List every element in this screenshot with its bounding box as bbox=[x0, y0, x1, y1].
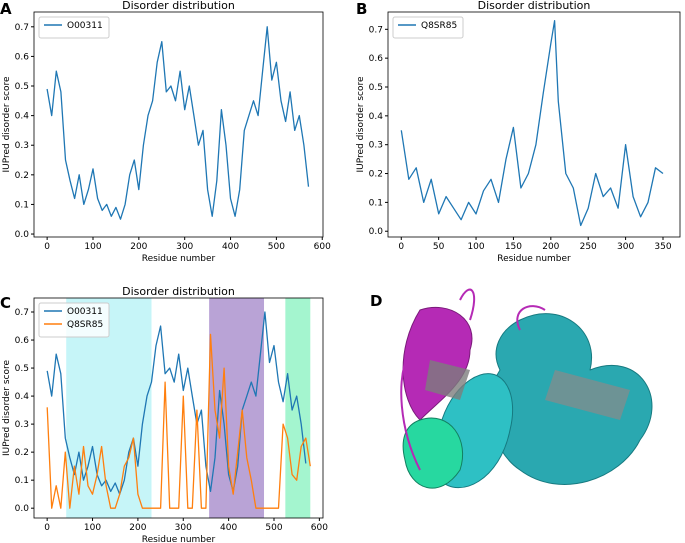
plot-frame bbox=[33, 297, 324, 519]
loops bbox=[400, 288, 546, 471]
chart-title: Disorder distribution bbox=[122, 285, 235, 298]
x-tick-label: 400 bbox=[220, 523, 237, 533]
y-tick-label: 0.0 bbox=[369, 227, 384, 237]
y-tick-label: 0.6 bbox=[15, 52, 30, 62]
y-axis-label: IUPred disorder score bbox=[2, 360, 12, 457]
y-tick-label: 0.4 bbox=[15, 392, 30, 402]
x-tick-label: 100 bbox=[467, 242, 484, 252]
y-tick-label: 0.2 bbox=[15, 171, 29, 181]
y-tick-label: 0.3 bbox=[15, 420, 29, 430]
x-tick-label: 50 bbox=[433, 242, 445, 252]
x-axis-label: Residue number bbox=[142, 535, 216, 543]
y-tick-label: 0.5 bbox=[15, 364, 29, 374]
plot-frame bbox=[33, 11, 324, 238]
series-line bbox=[46, 333, 311, 509]
y-tick-label: 0.4 bbox=[369, 112, 384, 122]
plot-frame bbox=[387, 11, 681, 238]
panel-label: B bbox=[356, 0, 367, 18]
y-tick-label: 0.7 bbox=[15, 308, 29, 318]
x-tick-label: 0 bbox=[398, 242, 404, 252]
y-tick-label: 0.7 bbox=[15, 23, 29, 33]
y-tick-label: 0.1 bbox=[15, 476, 29, 486]
y-tick-label: 0.2 bbox=[369, 170, 383, 180]
protein-structure bbox=[400, 288, 653, 489]
x-tick-label: 200 bbox=[130, 242, 147, 252]
x-tick-label: 600 bbox=[314, 242, 331, 252]
domain-green bbox=[402, 417, 464, 489]
y-tick-label: 0.6 bbox=[369, 54, 384, 64]
x-tick-label: 500 bbox=[265, 523, 282, 533]
panel-label: A bbox=[0, 0, 12, 18]
y-tick-label: 0.4 bbox=[15, 112, 30, 122]
y-tick-label: 0.2 bbox=[15, 448, 29, 458]
x-tick-label: 300 bbox=[175, 523, 192, 533]
y-axis-label: IUPred disorder score bbox=[356, 76, 366, 173]
chart-title: Disorder distribution bbox=[122, 0, 235, 12]
x-tick-label: 250 bbox=[580, 242, 597, 252]
legend-label: O00311 bbox=[67, 307, 103, 317]
y-tick-label: 0.0 bbox=[15, 504, 30, 514]
legend-label: Q8SR85 bbox=[421, 21, 457, 31]
x-tick-label: 100 bbox=[84, 242, 101, 252]
y-axis-label: IUPred disorder score bbox=[2, 76, 12, 173]
chart-title: Disorder distribution bbox=[478, 0, 591, 12]
legend-label: Q8SR85 bbox=[67, 320, 103, 330]
y-tick-label: 0.7 bbox=[369, 25, 383, 35]
series-line bbox=[46, 311, 307, 495]
x-tick-label: 200 bbox=[129, 523, 146, 533]
y-tick-label: 0.1 bbox=[15, 200, 29, 210]
x-tick-label: 300 bbox=[176, 242, 193, 252]
x-tick-label: 150 bbox=[505, 242, 522, 252]
legend-box bbox=[38, 16, 110, 39]
x-tick-label: 0 bbox=[44, 523, 50, 533]
series-line bbox=[46, 26, 310, 220]
legend-label: O00311 bbox=[67, 21, 103, 31]
gray-helix bbox=[425, 360, 470, 400]
y-tick-label: 0.6 bbox=[15, 336, 30, 346]
x-tick-label: 300 bbox=[617, 242, 634, 252]
y-tick-label: 0.0 bbox=[15, 230, 30, 240]
x-axis-label: Residue number bbox=[142, 254, 216, 264]
x-tick-label: 0 bbox=[44, 242, 50, 252]
y-tick-label: 0.5 bbox=[369, 83, 383, 93]
highlight-span bbox=[209, 298, 265, 518]
x-tick-label: 100 bbox=[84, 523, 101, 533]
x-tick-label: 200 bbox=[542, 242, 559, 252]
panel-label: D bbox=[370, 292, 382, 310]
legend-box bbox=[392, 16, 464, 39]
x-tick-label: 500 bbox=[268, 242, 285, 252]
y-tick-label: 0.3 bbox=[369, 141, 383, 151]
y-tick-label: 0.1 bbox=[369, 198, 383, 208]
x-axis-label: Residue number bbox=[497, 254, 571, 264]
x-tick-label: 350 bbox=[654, 242, 671, 252]
y-tick-label: 0.3 bbox=[15, 141, 29, 151]
x-tick-label: 600 bbox=[311, 523, 328, 533]
series-line bbox=[400, 20, 664, 227]
sheet bbox=[545, 370, 630, 420]
y-tick-label: 0.5 bbox=[15, 82, 29, 92]
highlight-span bbox=[285, 298, 311, 518]
x-tick-label: 400 bbox=[222, 242, 239, 252]
panel-label: C bbox=[0, 294, 11, 312]
